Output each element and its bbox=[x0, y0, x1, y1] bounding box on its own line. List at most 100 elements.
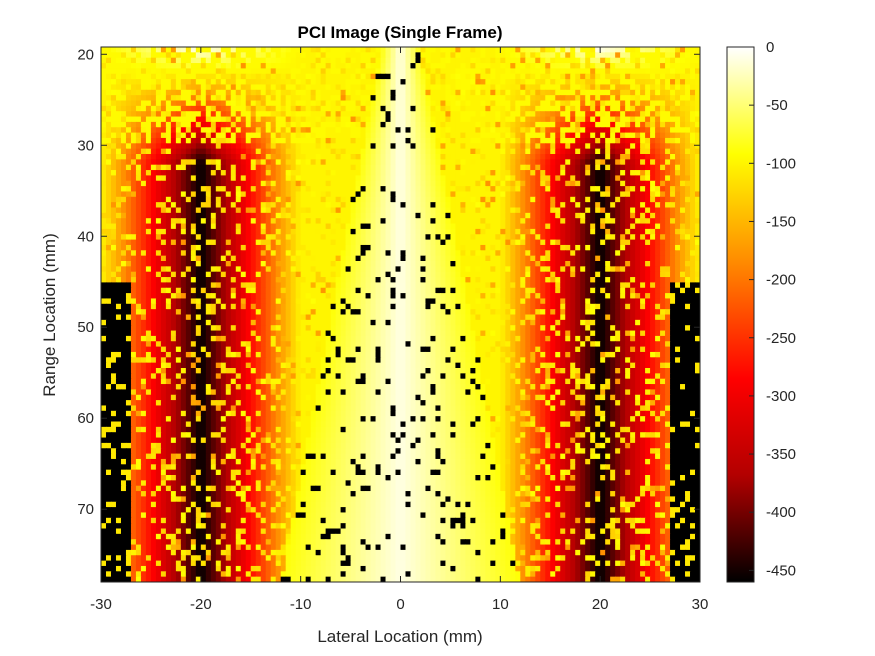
heatmap-cell bbox=[380, 143, 387, 150]
heatmap-cell bbox=[400, 63, 407, 69]
heatmap-cell bbox=[155, 79, 162, 86]
heatmap-cell bbox=[540, 57, 546, 64]
heatmap-cell bbox=[600, 105, 606, 112]
heatmap-cell bbox=[365, 244, 372, 251]
heatmap-cell bbox=[375, 186, 382, 193]
heatmap-cell bbox=[570, 212, 576, 219]
heatmap-cell bbox=[375, 47, 382, 53]
heatmap-cell bbox=[635, 47, 641, 53]
heatmap-cell bbox=[170, 234, 177, 241]
heatmap-cell bbox=[580, 127, 586, 134]
heatmap-cell bbox=[565, 63, 571, 69]
heatmap-cell bbox=[680, 105, 686, 112]
heatmap-cell bbox=[140, 196, 147, 203]
heatmap-cell bbox=[525, 73, 531, 80]
heatmap-cell bbox=[360, 79, 367, 86]
heatmap-cell bbox=[435, 137, 442, 144]
heatmap-cell bbox=[565, 105, 571, 112]
heatmap-cell bbox=[185, 121, 192, 128]
heatmap-cell bbox=[215, 148, 222, 155]
heatmap-cell bbox=[475, 159, 481, 166]
heatmap-cell bbox=[480, 170, 486, 176]
heatmap-cell bbox=[580, 207, 586, 214]
heatmap-cell bbox=[550, 244, 556, 251]
heatmap-cell bbox=[615, 218, 621, 225]
heatmap-cell bbox=[645, 127, 651, 134]
heatmap-cell bbox=[270, 175, 277, 182]
heatmap-cell bbox=[235, 47, 242, 53]
heatmap-cell bbox=[325, 228, 332, 235]
heatmap-cell bbox=[145, 63, 152, 69]
heatmap-cell bbox=[315, 137, 322, 144]
heatmap-cell bbox=[685, 207, 691, 214]
heatmap-cell bbox=[170, 52, 177, 59]
heatmap-cell bbox=[480, 180, 486, 187]
heatmap-cell bbox=[490, 111, 496, 118]
heatmap-cell bbox=[600, 143, 606, 150]
heatmap-cell bbox=[240, 159, 247, 166]
heatmap-cell bbox=[220, 105, 227, 112]
heatmap-cell bbox=[230, 202, 237, 209]
heatmap-cell bbox=[355, 180, 362, 187]
heatmap-cell bbox=[110, 79, 117, 86]
heatmap-cell bbox=[665, 79, 671, 86]
heatmap-cell bbox=[320, 121, 327, 128]
heatmap-cell bbox=[230, 159, 237, 166]
heatmap-cell bbox=[270, 244, 277, 251]
heatmap-cell bbox=[505, 79, 511, 86]
heatmap-cell bbox=[295, 234, 302, 241]
heatmap-cell bbox=[140, 95, 147, 102]
heatmap-cell bbox=[210, 234, 217, 241]
heatmap-cell bbox=[370, 255, 377, 262]
heatmap-cell bbox=[385, 73, 392, 80]
heatmap-cell bbox=[680, 261, 686, 267]
heatmap-cell bbox=[580, 111, 586, 118]
heatmap-cell bbox=[585, 186, 591, 193]
heatmap-cell bbox=[615, 207, 621, 214]
heatmap-cell bbox=[635, 148, 641, 155]
heatmap-cell bbox=[635, 244, 641, 251]
heatmap-cell bbox=[575, 121, 581, 128]
heatmap-cell bbox=[450, 170, 457, 176]
heatmap-cell bbox=[375, 68, 382, 75]
heatmap-cell bbox=[625, 159, 631, 166]
heatmap-cell bbox=[680, 164, 686, 171]
heatmap-cell bbox=[270, 223, 277, 230]
heatmap-cell bbox=[410, 105, 417, 112]
heatmap-cell bbox=[510, 84, 516, 91]
heatmap-cell bbox=[245, 186, 252, 193]
heatmap-cell bbox=[660, 116, 666, 123]
heatmap-cell bbox=[450, 212, 457, 219]
heatmap-cell bbox=[600, 159, 606, 166]
heatmap-cell bbox=[275, 73, 282, 80]
heatmap-cell bbox=[670, 228, 676, 235]
heatmap-cell bbox=[255, 261, 262, 267]
heatmap-cell bbox=[575, 57, 581, 64]
heatmap-cell bbox=[360, 196, 367, 203]
heatmap-cell bbox=[580, 116, 586, 123]
heatmap-cell bbox=[620, 148, 626, 155]
heatmap-cell bbox=[365, 105, 372, 112]
heatmap-cell bbox=[285, 111, 292, 118]
heatmap-cell bbox=[685, 143, 691, 150]
heatmap-cell bbox=[140, 223, 147, 230]
heatmap-cell bbox=[450, 105, 457, 112]
heatmap-cell bbox=[245, 52, 252, 59]
heatmap-cell bbox=[370, 95, 377, 102]
heatmap-cell bbox=[615, 175, 621, 182]
heatmap-cell bbox=[150, 170, 157, 176]
heatmap-cell bbox=[595, 57, 601, 64]
heatmap-cell bbox=[500, 132, 506, 139]
heatmap-cell bbox=[105, 180, 112, 187]
heatmap-cell bbox=[305, 154, 312, 160]
heatmap-cell bbox=[175, 137, 182, 144]
heatmap-cell bbox=[615, 143, 621, 150]
heatmap-cell bbox=[445, 244, 452, 251]
heatmap-cell bbox=[310, 137, 317, 144]
heatmap-cell bbox=[615, 186, 621, 193]
heatmap-cell bbox=[135, 52, 142, 59]
heatmap-cell bbox=[235, 164, 242, 171]
heatmap-cell bbox=[440, 47, 447, 53]
heatmap-cell bbox=[535, 95, 541, 102]
heatmap-cell bbox=[280, 175, 287, 182]
